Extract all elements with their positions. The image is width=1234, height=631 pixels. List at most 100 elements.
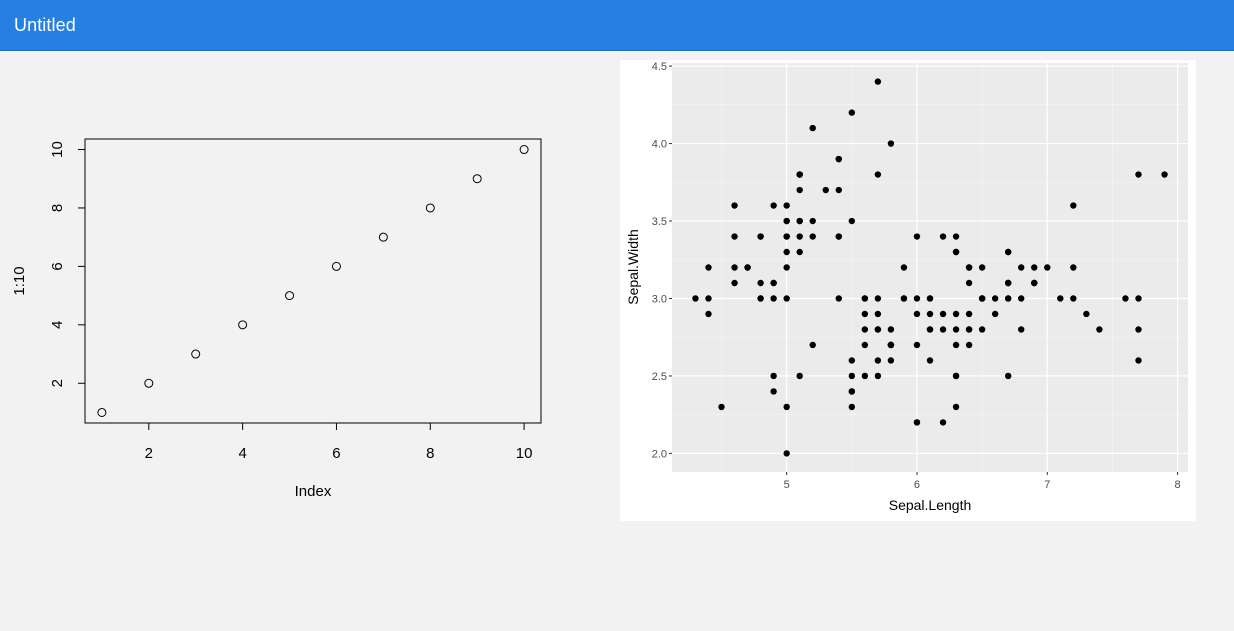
y-tick-label: 4.5: [652, 61, 667, 73]
data-point: [913, 419, 921, 426]
data-point: [783, 403, 790, 411]
data-point: [965, 310, 973, 318]
data-point: [887, 140, 895, 147]
data-point: [770, 388, 777, 395]
data-point: [848, 388, 856, 395]
y-tick-label: 4.0: [652, 139, 667, 151]
data-point: [796, 186, 803, 194]
data-point: [822, 186, 829, 194]
x-axis-label: Index: [295, 483, 332, 500]
data-point: [770, 372, 777, 380]
data-point: [952, 233, 960, 240]
ggplot-scatter-plot: 5 6 7 8 2.0 2.5 3.0 3.5 4.0 4.5 Sepal.Length Sep…: [625, 61, 1188, 513]
data-point: [848, 217, 856, 225]
data-point: [731, 202, 738, 209]
data-point: [770, 295, 777, 302]
data-point: [796, 171, 803, 178]
data-point: [809, 124, 816, 132]
x-tick-label: 8: [426, 445, 434, 462]
data-point: [874, 326, 882, 333]
data-point: [848, 403, 856, 411]
data-point: [285, 291, 295, 301]
y-tick-label: 10: [49, 141, 66, 158]
data-point: [1096, 326, 1103, 333]
data-point: [1004, 248, 1012, 256]
data-point: [874, 310, 882, 318]
data-point: [887, 326, 895, 333]
x-tick-label: 4: [238, 445, 246, 462]
y-axis: 2.0 2.5 3.0 3.5 4.0 4.5: [652, 61, 672, 460]
data-point: [939, 326, 947, 333]
data-point: [874, 357, 882, 364]
data-point: [796, 248, 803, 256]
x-tick-label: 5: [784, 479, 790, 491]
data-point: [874, 295, 882, 302]
y-tick-label: 6: [49, 262, 66, 270]
data-point: [900, 295, 908, 302]
points-layer: [97, 145, 529, 417]
y-tick-label: 2: [49, 379, 66, 387]
data-point: [848, 372, 856, 380]
data-point: [796, 217, 803, 225]
data-point: [913, 341, 921, 349]
data-point: [144, 378, 154, 388]
x-axis: 5 6 7 8: [784, 472, 1181, 491]
y-axis-label: 1:10: [11, 266, 28, 295]
data-point: [331, 261, 341, 271]
data-point: [848, 109, 856, 116]
y-tick-label: 2.5: [652, 371, 667, 383]
data-point: [952, 310, 960, 318]
data-point: [1135, 171, 1142, 178]
data-point: [926, 295, 934, 302]
data-point: [191, 349, 201, 359]
data-point: [1004, 372, 1012, 380]
data-point: [1004, 295, 1012, 302]
data-point: [978, 264, 986, 271]
data-point: [965, 279, 973, 287]
x-tick-label: 6: [332, 445, 340, 462]
data-point: [692, 295, 699, 302]
x-axis-label: Sepal.Length: [889, 497, 972, 513]
data-point: [731, 264, 738, 271]
y-tick-label: 3.5: [652, 216, 667, 228]
data-point: [952, 326, 960, 333]
data-point: [1018, 295, 1025, 302]
app-title: Untitled: [14, 14, 76, 35]
data-point: [718, 403, 725, 411]
data-point: [952, 372, 960, 380]
data-point: [1070, 295, 1077, 302]
x-tick-label: 8: [1175, 479, 1181, 491]
data-point: [874, 171, 882, 178]
data-point: [705, 310, 712, 318]
data-point: [1004, 279, 1012, 287]
y-tick-label: 4: [49, 321, 66, 329]
data-point: [425, 203, 435, 213]
data-point: [705, 295, 712, 302]
y-axis-label: Sepal.Width: [625, 229, 641, 304]
data-point: [1018, 264, 1025, 271]
data-point: [887, 341, 895, 349]
data-point: [1083, 310, 1090, 318]
data-point: [783, 264, 790, 271]
data-point: [939, 233, 947, 240]
data-point: [757, 233, 764, 240]
data-point: [926, 310, 934, 318]
data-point: [939, 419, 947, 426]
x-axis: 2 4 6 8 10: [145, 423, 532, 462]
data-point: [848, 357, 856, 364]
data-point: [861, 341, 869, 349]
x-tick-label: 2: [145, 445, 153, 462]
data-point: [965, 341, 973, 349]
data-point: [1044, 264, 1051, 271]
y-tick-label: 2.0: [652, 448, 667, 460]
x-tick-label: 7: [1044, 479, 1050, 491]
data-point: [913, 233, 921, 240]
y-tick-label: 8: [49, 204, 66, 212]
y-axis: 2 4 6 8 10: [49, 141, 85, 387]
data-point: [1070, 202, 1077, 209]
data-point: [991, 310, 999, 318]
data-point: [809, 341, 816, 349]
data-point: [1135, 326, 1142, 333]
data-point: [835, 295, 842, 302]
base-r-scatter-plot: 2 4 6 8 10 2 4 6 8 10 Index 1:10: [11, 138, 542, 500]
